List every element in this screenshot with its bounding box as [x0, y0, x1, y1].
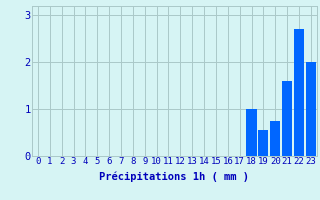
Bar	[294, 29, 304, 156]
Bar	[258, 130, 268, 156]
Bar	[306, 62, 316, 156]
Bar	[282, 81, 292, 156]
X-axis label: Précipitations 1h ( mm ): Précipitations 1h ( mm )	[100, 172, 249, 182]
Bar	[270, 121, 280, 156]
Bar	[246, 109, 257, 156]
